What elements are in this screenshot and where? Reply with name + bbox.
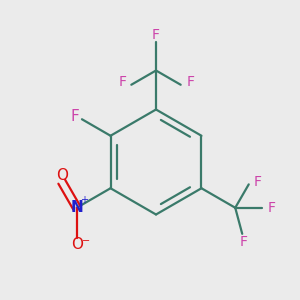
- Text: F: F: [152, 28, 160, 42]
- Text: F: F: [118, 75, 126, 89]
- Text: N: N: [70, 200, 83, 215]
- Text: O: O: [56, 168, 68, 183]
- Text: +: +: [80, 195, 88, 205]
- Text: −: −: [82, 236, 90, 246]
- Text: F: F: [268, 201, 276, 215]
- Text: F: F: [70, 109, 79, 124]
- Text: F: F: [253, 175, 261, 189]
- Text: F: F: [187, 75, 195, 89]
- Text: F: F: [240, 235, 248, 249]
- Text: O: O: [71, 237, 83, 252]
